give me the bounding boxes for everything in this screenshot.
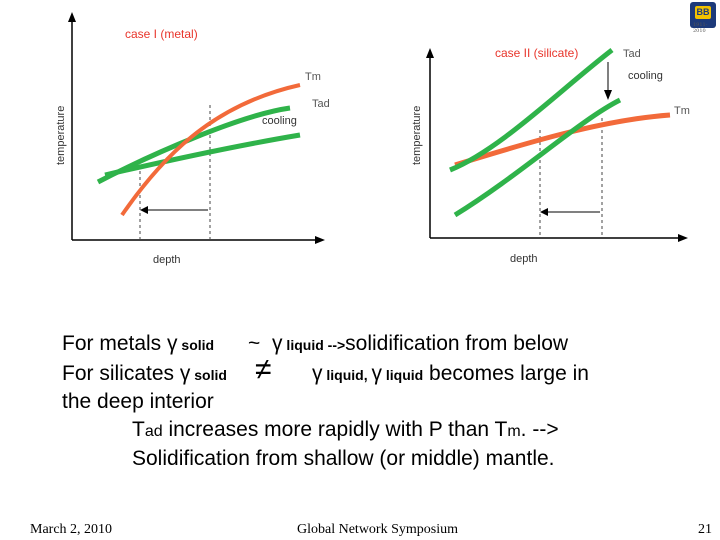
left-cooling-label: cooling (262, 115, 297, 127)
left-title: case I (metal) (125, 27, 198, 41)
footer-page-number: 21 (698, 522, 712, 537)
text-line-5: Solidification from shallow (or middle) … (132, 447, 555, 470)
left-y-label: temperature (55, 106, 67, 165)
not-equal-sign: ≠ (255, 353, 272, 386)
right-tad-label: Tad (623, 48, 641, 60)
footer-event: Global Network Symposium (297, 522, 458, 537)
left-tad-label: Tad (312, 98, 330, 110)
green-curve-lower (453, 97, 622, 218)
text-line-2-continued: γ liquid, γ liquid becomes large in (312, 362, 589, 385)
y-axis-arrowhead (426, 48, 434, 58)
university-logo: BB (690, 2, 716, 28)
x-axis-arrowhead (678, 234, 688, 242)
diagram-case-metal: case I (metal) Tm Tad cooling depth temp… (55, 12, 330, 266)
green-curve-lower (104, 132, 301, 178)
green-curve-upper (449, 48, 614, 173)
orange-curve-tm (120, 83, 301, 217)
text-line-3: the deep interior (62, 390, 214, 413)
y-axis-arrowhead (68, 12, 76, 22)
right-x-label: depth (510, 253, 538, 265)
solidification-arrowhead (540, 208, 548, 216)
text-line-2: For silicates γ solid (62, 362, 227, 385)
logo-mark: BB (695, 6, 711, 19)
solidification-arrowhead (140, 206, 148, 214)
logo-script: 1911-2010 (693, 22, 708, 34)
diagram-case-silicate: case II (silicate) Tad cooling Tm depth … (411, 46, 690, 265)
left-x-label: depth (153, 254, 181, 266)
cooling-arrowhead (604, 90, 612, 100)
text-line-4: Tad increases more rapidly with P than T… (132, 418, 559, 441)
left-tm-label: Tm (305, 71, 321, 83)
text-line-1: For metals γ solid ~ γ liquid -->solidif… (62, 332, 569, 355)
footer-date: March 2, 2010 (30, 522, 113, 537)
x-axis-arrowhead (315, 236, 325, 244)
right-y-label: temperature (411, 106, 423, 165)
right-tm-label: Tm (674, 105, 690, 117)
right-title: case II (silicate) (495, 46, 578, 60)
right-cooling-label: cooling (628, 70, 663, 82)
